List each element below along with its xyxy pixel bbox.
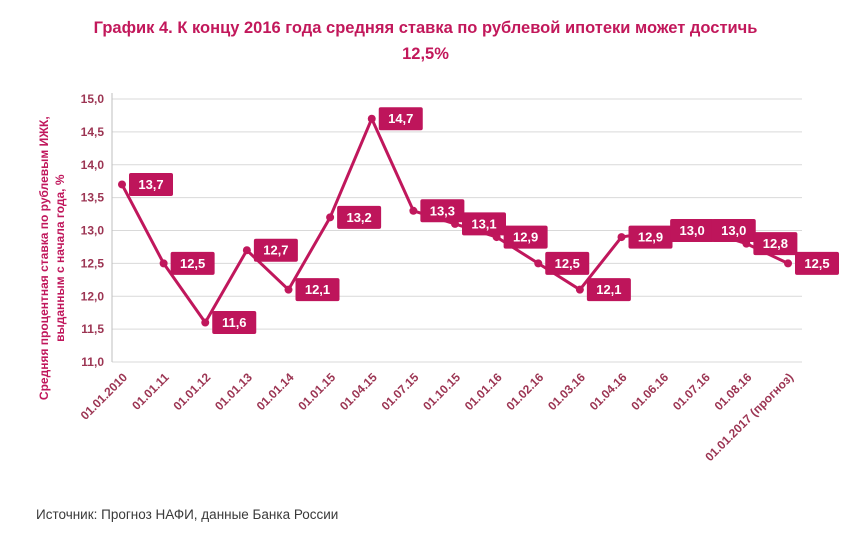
data-label-text: 12,5 — [804, 256, 829, 271]
x-tick-label: 01.03.16 — [545, 370, 588, 413]
chart-title-line2: 12,5% — [402, 44, 449, 63]
data-point — [326, 213, 335, 222]
data-label: 12,9 — [628, 225, 673, 249]
source-note: Источник: Прогноз НАФИ, данные Банка Рос… — [36, 507, 339, 522]
data-point — [118, 180, 126, 189]
data-label: 12,1 — [586, 278, 631, 302]
data-label: 13,1 — [462, 212, 506, 236]
data-point — [409, 206, 418, 215]
data-label-box — [586, 278, 631, 302]
y-tick-label: 13,5 — [81, 191, 105, 205]
data-label-text: 12,8 — [763, 236, 788, 251]
data-label: 12,5 — [170, 251, 215, 275]
data-label-box — [170, 251, 215, 275]
chart-title-line1: График 4. К концу 2016 года средняя став… — [93, 19, 758, 37]
x-tick-label: 01.07.15 — [379, 370, 422, 413]
data-point — [201, 318, 210, 327]
data-label-text: 13,1 — [471, 216, 496, 231]
data-label-text: 12,1 — [305, 282, 330, 297]
data-point — [284, 285, 293, 294]
data-label-text: 13,2 — [346, 210, 371, 225]
x-tick-label: 01.01.15 — [295, 370, 338, 413]
data-label-text: 13,0 — [679, 223, 704, 238]
data-label-box — [253, 238, 298, 262]
data-label-box — [753, 232, 798, 256]
data-label: 13,7 — [129, 172, 173, 196]
data-label: 12,7 — [253, 238, 298, 262]
y-tick-label: 14,0 — [81, 158, 105, 172]
data-label: 12,9 — [503, 225, 548, 249]
data-point — [242, 246, 251, 255]
data-label-box — [795, 251, 839, 275]
data-label-box — [670, 219, 715, 242]
data-label-box — [212, 311, 257, 335]
x-tick-label: 01.08.16 — [712, 370, 755, 413]
data-label-text: 14,7 — [388, 111, 413, 126]
data-label-box — [420, 199, 465, 223]
chart-title: График 4. К концу 2016 года средняя став… — [0, 16, 851, 67]
data-label-text: 12,1 — [596, 282, 621, 297]
data-label-text: 13,7 — [138, 177, 163, 192]
x-tick-label: 01.01.14 — [254, 370, 297, 413]
data-point — [159, 259, 168, 268]
y-tick-label: 11,5 — [81, 322, 104, 336]
x-tick-label: 01.04.16 — [587, 370, 630, 413]
data-label: 13,0 — [670, 219, 715, 242]
y-tick-label: 11,0 — [81, 355, 104, 369]
data-label-box — [337, 205, 382, 229]
data-point — [575, 285, 584, 294]
data-label-box — [628, 225, 673, 249]
data-label: 11,6 — [212, 311, 257, 335]
x-tick-label: 01.07.16 — [670, 370, 713, 413]
data-point — [784, 259, 792, 268]
data-label: 12,1 — [295, 278, 340, 302]
data-label: 13,3 — [420, 199, 465, 223]
data-label-box — [545, 251, 590, 275]
x-tick-label: 01.06.16 — [628, 370, 671, 413]
data-label: 14,7 — [378, 107, 423, 131]
data-label-box — [711, 219, 756, 242]
x-tick-label: 01.01.13 — [212, 370, 255, 413]
data-label-text: 12,5 — [180, 256, 205, 271]
y-tick-label: 13,0 — [81, 224, 105, 238]
data-label-text: 13,0 — [721, 223, 746, 238]
data-label: 12,5 — [795, 251, 839, 275]
data-label-box — [462, 212, 506, 236]
data-label-box — [503, 225, 548, 249]
x-tick-label: 01.02.16 — [503, 370, 546, 413]
x-tick-label: 01.04.15 — [337, 370, 380, 413]
data-label: 13,2 — [337, 205, 382, 229]
x-tick-label: 01.01.11 — [129, 370, 172, 413]
data-label-text: 12,7 — [263, 243, 288, 258]
data-point — [617, 233, 626, 242]
data-label-text: 12,9 — [638, 230, 663, 245]
x-tick-label: 01.10.15 — [420, 370, 463, 413]
data-label-box — [129, 172, 173, 196]
data-label-text: 13,3 — [430, 203, 455, 218]
data-point — [534, 259, 543, 268]
y-tick-label: 15,0 — [81, 92, 105, 106]
data-label: 12,5 — [545, 251, 590, 275]
y-tick-label: 12,5 — [81, 256, 105, 270]
data-label-text: 12,5 — [555, 256, 580, 271]
y-tick-label: 12,0 — [81, 289, 105, 303]
data-label: 12,8 — [753, 232, 798, 256]
data-label: 13,0 — [711, 219, 756, 242]
data-point — [367, 114, 376, 123]
x-tick-label: 01.01.2010 — [78, 370, 131, 423]
data-label-text: 11,6 — [222, 315, 247, 330]
x-tick-label: 01.01.16 — [462, 370, 505, 413]
data-label-text: 12,9 — [513, 230, 538, 245]
y-tick-label: 14,5 — [81, 125, 105, 139]
data-label-box — [378, 107, 423, 131]
x-tick-label: 01.01.12 — [170, 370, 213, 413]
data-label-box — [295, 278, 340, 302]
